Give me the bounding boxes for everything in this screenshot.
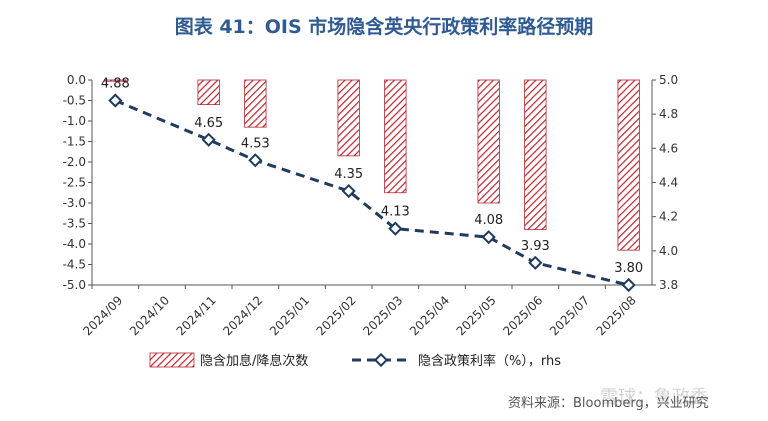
x-tick-label: 2025/01 [267,293,312,338]
legend-bar-swatch [149,352,195,368]
y-left-tick-label: -2.0 [63,155,86,169]
y-left-tick-label: -1.5 [63,135,86,149]
source-note: 资料来源：Bloomberg，兴业研究 [508,396,709,411]
y-left-tick-label: -5.0 [63,278,86,292]
bar [617,79,640,251]
x-tick-label: 2025/08 [594,293,639,338]
rate-point [108,93,123,108]
rate-data-label: 4.08 [474,213,503,228]
x-tick-label: 2025/02 [314,293,359,338]
legend: 隐含加息/降息次数 隐含政策利率（%），rhs [149,352,561,369]
y-right-tick-label: 4.6 [659,141,678,155]
y-left-tick-label: -0.5 [63,94,86,108]
rate-point [528,255,543,270]
y-left-tick-label: -4.5 [63,258,86,272]
rate-point [388,221,403,236]
rate-point [201,132,216,147]
rate-data-label: 4.35 [334,167,363,182]
rate-point [481,230,496,245]
x-tick-label: 2024/11 [174,293,219,338]
legend-line-marker [373,352,389,368]
rate-point [341,183,356,199]
rate-data-label: 4.65 [194,116,223,131]
legend-line-label: 隐含政策利率（%），rhs [418,353,561,369]
line-layer: 4.88 4.65 4.53 4.35 4.13 4.08 3.93 3.80 [101,77,643,293]
rate-data-label: 3.80 [614,261,643,276]
rate-data-label: 3.93 [521,239,550,254]
bars-layer [104,79,640,251]
axes-layer: 0.0 -0.5 -1.0 -1.5 -2.0 -2.5 -3.0 -3.5 -4.0 -4.5 -… [63,73,679,338]
rate-data-label: 4.13 [381,205,410,220]
watermark: 雪球：鲁政委 [600,387,708,408]
bar [197,79,220,106]
x-tick-label: 2024/09 [80,293,125,338]
x-tick-label: 2025/05 [454,293,499,338]
y-left-tick-label: 0.0 [67,73,86,87]
rate-line [114,99,630,287]
y-left-tick-label: -3.5 [63,217,86,231]
bar [477,79,500,204]
x-tick-label: 2024/10 [127,293,172,338]
legend-bar-label: 隐含加息/降息次数 [200,353,308,369]
y-right-tick-label: 4.8 [659,107,678,121]
bar [337,79,360,157]
bar [524,79,547,231]
x-tick-label: 2025/04 [407,293,452,338]
rate-point [248,153,263,168]
y-left-tick-label: -1.0 [63,114,86,128]
y-right-tick-label: 5.0 [659,73,678,87]
x-tick-label: 2025/07 [547,293,592,338]
y-left-tick-label: -4.0 [63,237,86,251]
y-left-tick-label: -2.5 [63,176,86,190]
bar [104,79,127,82]
x-tick-label: 2024/12 [220,293,265,338]
y-right-tick-label: 4.2 [659,210,678,224]
y-left-tick-label: -3.0 [63,196,86,210]
rate-point [621,277,636,293]
rate-data-label: 4.53 [241,136,270,151]
x-tick-label: 2025/06 [500,293,545,338]
x-tick-label: 2025/03 [360,293,405,338]
y-right-tick-label: 4.0 [659,244,678,258]
bar [244,79,267,128]
y-right-tick-label: 3.8 [659,278,678,292]
bar [384,79,407,194]
y-right-tick-label: 4.4 [659,176,678,190]
rate-data-label: 4.88 [101,77,130,92]
chart-title: 图表 41：OIS 市场隐含英央行政策利率路径预期 [174,16,594,38]
